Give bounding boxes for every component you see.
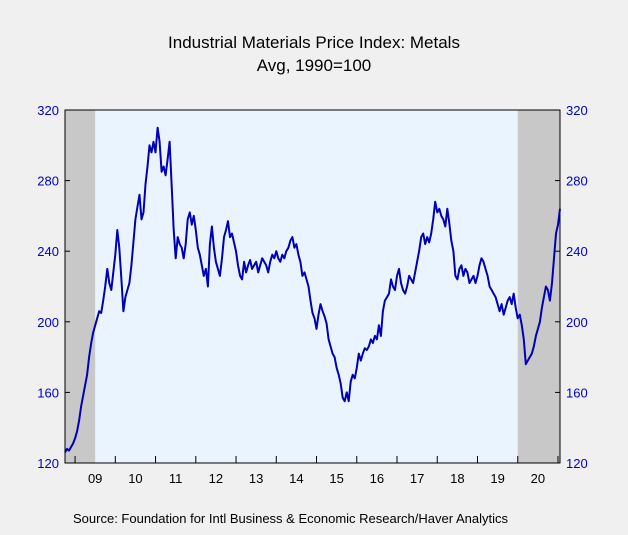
x-tick-label: 16 — [370, 471, 384, 486]
chart-subtitle: Avg, 1990=100 — [257, 56, 372, 75]
y-tick-label-left: 320 — [37, 103, 59, 118]
x-tick-label: 18 — [450, 471, 464, 486]
y-tick-label-left: 120 — [37, 456, 59, 471]
x-tick-label: 15 — [329, 471, 343, 486]
y-tick-label-right: 200 — [566, 315, 588, 330]
x-tick-label: 19 — [490, 471, 504, 486]
y-tick-label-left: 200 — [37, 315, 59, 330]
x-tick-label: 09 — [88, 471, 102, 486]
y-tick-label-right: 160 — [566, 385, 588, 400]
recession-shading — [65, 110, 560, 463]
plot-area — [65, 110, 560, 463]
x-tick-label: 20 — [531, 471, 545, 486]
x-tick-label: 11 — [169, 471, 183, 486]
x-tick-label: 10 — [128, 471, 142, 486]
y-tick-label-left: 160 — [37, 385, 59, 400]
plot-frame — [64, 109, 561, 464]
recession-band-0 — [65, 110, 96, 463]
y-tick-label-right: 120 — [566, 456, 588, 471]
x-tick-label: 13 — [249, 471, 263, 486]
y-tick-label-right: 320 — [566, 103, 588, 118]
y-axis: 120 120 160 160 200 200 240 240 280 280 320 320 — [37, 103, 587, 471]
x-tick-label: 12 — [209, 471, 223, 486]
chart-title: Industrial Materials Price Index: Metals — [168, 33, 460, 52]
metals-index-line — [64, 126, 561, 453]
recession-band-1 — [517, 110, 560, 463]
x-tick-label: 17 — [410, 471, 424, 486]
x-axis: 09 10 11 12 13 14 15 16 17 18 19 20 — [74, 456, 559, 486]
y-tick-label-right: 280 — [566, 174, 588, 189]
y-tick-label-right: 240 — [566, 244, 588, 259]
source-note: Source: Foundation for Intl Business & E… — [73, 511, 508, 526]
y-tick-label-left: 280 — [37, 174, 59, 189]
x-tick-label: 14 — [289, 471, 303, 486]
y-tick-label-left: 240 — [37, 244, 59, 259]
